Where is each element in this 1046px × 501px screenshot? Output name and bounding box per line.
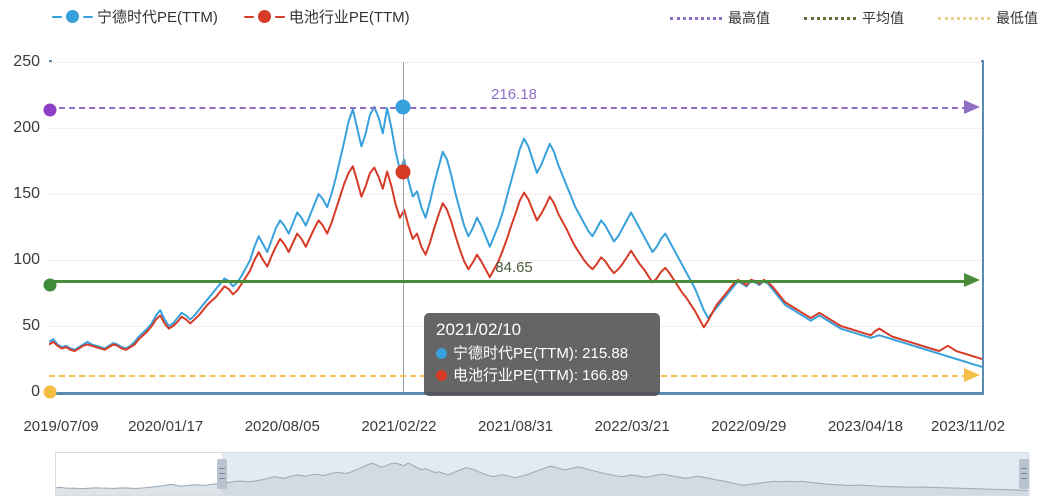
x-axis-tick-label: 2022/09/29	[711, 418, 787, 435]
highlight-point-series-0	[395, 99, 411, 115]
datazoom-area	[56, 463, 1028, 495]
legend-line-icon	[83, 15, 93, 18]
x-axis-tick-label: 2020/08/05	[244, 418, 320, 435]
legend-label-max: 最高值	[728, 10, 770, 26]
series-lines	[49, 105, 982, 368]
x-axis-tick-label: 2020/01/17	[128, 418, 204, 435]
legend-item-series-1[interactable]: 电池行业PE(TTM)	[243, 6, 410, 27]
legend-item-series-0[interactable]: 宁德时代PE(TTM)	[52, 6, 218, 27]
series-line-1	[49, 165, 982, 360]
reference-line-average	[49, 280, 968, 284]
tooltip-dot-icon	[436, 370, 447, 382]
reference-arrow-icon	[964, 99, 980, 114]
y-axis-tick-label: 50	[22, 317, 40, 334]
x-axis-tick-label: 2023/11/02	[931, 418, 1005, 435]
datazoom-slider[interactable]	[55, 452, 1030, 496]
right-axis-line	[981, 60, 984, 394]
y-axis-tick-label: 100	[13, 251, 40, 268]
legend-line-icon	[243, 15, 254, 18]
x-axis-tick-label: 2021/08/31	[477, 418, 554, 435]
reference-arrow-icon	[964, 367, 980, 382]
y-axis-tick-label: 150	[13, 185, 40, 202]
y-axis-tick-label: 200	[13, 119, 40, 136]
tooltip-row-series-1: 电池行业PE(TTM): 166.89	[436, 365, 648, 387]
legend-label: 宁德时代PE(TTM)	[97, 9, 218, 26]
legend-label-min: 最低值	[996, 10, 1038, 26]
tooltip-dot-icon	[436, 348, 447, 360]
legend-dot-icon	[66, 10, 79, 23]
dotted-line-icon	[670, 16, 722, 20]
dotted-line-icon	[938, 16, 990, 20]
dotted-line-icon	[804, 16, 856, 20]
series-line-0	[49, 105, 982, 368]
tooltip-value-series-1: 电池行业PE(TTM): 166.89	[453, 366, 629, 384]
x-axis-tick-label: 2019/07/09	[23, 418, 99, 435]
tooltip: 2021/02/10 宁德时代PE(TTM): 215.88 电池行业PE(TT…	[424, 313, 660, 396]
axis-marker-max	[43, 103, 57, 117]
gridline	[49, 128, 982, 129]
tooltip-value-series-0: 宁德时代PE(TTM): 215.88	[453, 345, 629, 362]
x-axis-tick-label: 2022/03/21	[594, 418, 670, 435]
y-axis-tick-label: 0	[31, 383, 40, 400]
datazoom-handle-left[interactable]	[217, 459, 227, 489]
reference-label-max: 216.18	[491, 85, 537, 103]
reference-legend: 最高值 平均值 最低值	[670, 8, 1038, 28]
series-legend: 宁德时代PE(TTM) 电池行业PE(TTM)	[52, 6, 410, 27]
x-axis-tick-label: 2023/04/18	[827, 418, 903, 435]
legend-line-icon	[52, 15, 62, 18]
y-axis: 0 50 100 150 200 250	[0, 0, 46, 501]
gridline	[49, 260, 982, 261]
reference-line-max	[49, 106, 968, 109]
legend-item-average[interactable]: 平均值	[804, 8, 904, 28]
gridline	[49, 62, 982, 63]
tooltip-row-series-0: 宁德时代PE(TTM): 215.88	[436, 343, 648, 365]
legend-item-min[interactable]: 最低值	[938, 8, 1038, 28]
x-axis: 2019/07/09 2020/01/17 2020/08/05 2021/02/22…	[0, 418, 1046, 444]
x-axis-tick-label: 2021/02/22	[361, 418, 437, 435]
gridline	[49, 194, 982, 195]
legend-label: 电池行业PE(TTM)	[288, 9, 410, 26]
axis-marker-min	[43, 385, 57, 399]
legend-item-max[interactable]: 最高值	[670, 8, 770, 28]
axis-marker-average	[43, 278, 57, 292]
legend-dot-icon	[257, 10, 271, 23]
hover-crosshair	[403, 62, 404, 392]
highlight-point-series-1	[395, 164, 411, 180]
reference-label-average: 84.65	[495, 259, 533, 277]
datazoom-handle-right[interactable]	[1019, 459, 1029, 489]
y-axis-tick-label: 250	[13, 53, 40, 70]
tooltip-date: 2021/02/10	[436, 320, 522, 339]
legend-label-average: 平均值	[862, 10, 904, 26]
legend-line-icon	[274, 15, 285, 18]
datazoom-preview-curve	[56, 462, 1028, 495]
reference-arrow-icon	[964, 273, 980, 288]
